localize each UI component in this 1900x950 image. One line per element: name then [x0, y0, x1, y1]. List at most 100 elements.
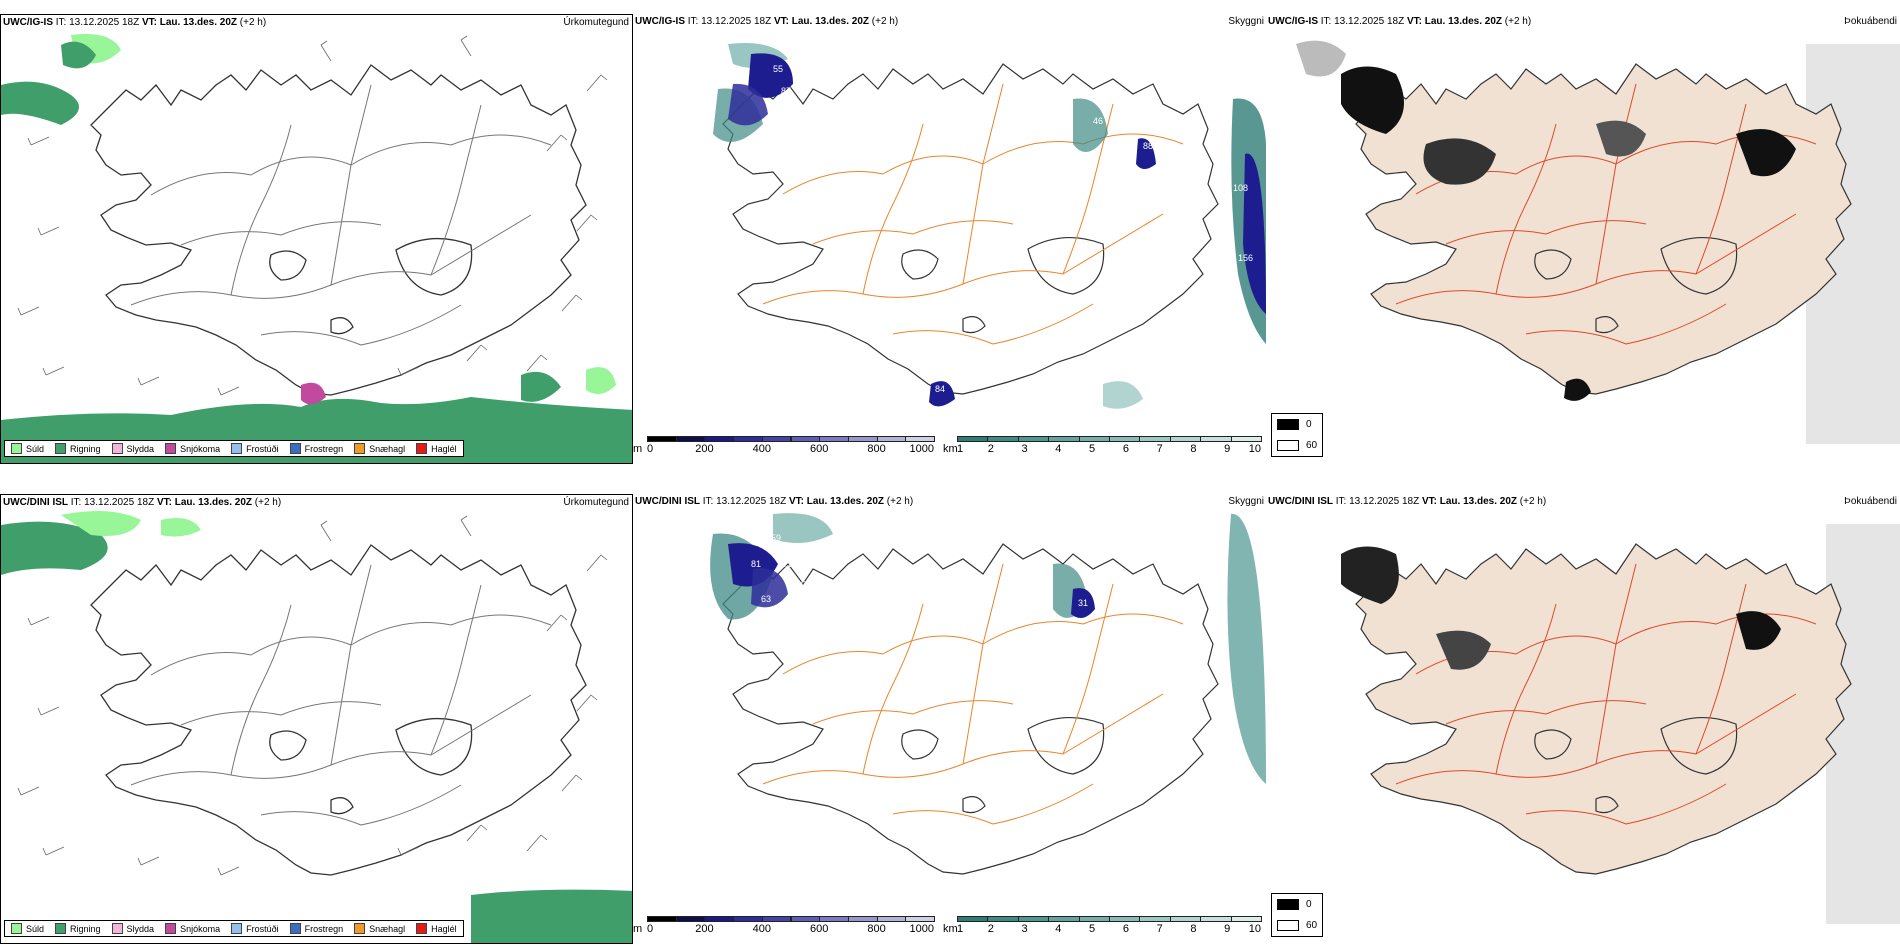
it-label: IT:: [70, 497, 82, 508]
fog-legend: 0 60: [1271, 413, 1323, 457]
model-name: UWC/IG-IS: [1268, 16, 1318, 27]
visibility-label: 87: [781, 86, 791, 96]
colorbar-segment: [790, 916, 821, 922]
colorbar-segment: [1230, 436, 1262, 442]
lead-time: (+2 h): [239, 17, 267, 28]
visibility-label: 108: [1233, 183, 1248, 193]
colorbar-segment: [647, 916, 677, 922]
colorbar-tick: 3: [1021, 923, 1028, 935]
colorbar-segment: [1169, 436, 1202, 442]
colorbar-tick: 10: [1248, 443, 1261, 455]
colorbar-tick: 6: [1122, 443, 1129, 455]
legend-item: Frostúði: [231, 443, 279, 454]
colorbar-segment: [987, 916, 1019, 922]
vt-label: VT:: [1421, 496, 1437, 507]
legend-swatch: [111, 923, 123, 934]
vt-label: VT:: [788, 496, 804, 507]
colorbar-segment: [761, 916, 792, 922]
visibility-label: 46: [1093, 116, 1103, 126]
colorbar-tick: 800: [867, 923, 886, 935]
visibility-label: 88: [1143, 141, 1153, 151]
colorbar-tick: 0: [647, 443, 654, 455]
colorbar-segment: [1078, 436, 1110, 442]
fog-label: 0: [1306, 419, 1312, 430]
it-label: IT:: [1335, 496, 1347, 507]
lead-time: (+2 h): [1504, 16, 1532, 27]
colorbar-segment: [847, 436, 878, 442]
colorbar-segment: [819, 436, 849, 442]
legend-label: Rigning: [70, 443, 101, 454]
lead-time: (+2 h): [871, 16, 899, 27]
colorbar-tick: 1000: [909, 443, 934, 455]
colorbar-segment: [957, 436, 989, 442]
model-name: UWC/DINI ISL: [3, 497, 68, 508]
legend-label: Súld: [26, 443, 45, 454]
model-name: UWC/IG-IS: [3, 17, 53, 28]
legend-item: Rigning: [55, 923, 101, 934]
precip-legend: Súld Rigning Slydda Snjókoma Frostúði Fr…: [4, 440, 464, 457]
legend-swatch: [354, 923, 366, 934]
legend-swatch: [354, 443, 366, 454]
panel-title: UWC/DINI ISL IT: 13.12.2025 18Z VT: Lau.…: [1268, 496, 1546, 507]
legend-swatch: [289, 443, 301, 454]
precip-map-top: [1, 34, 632, 463]
it-value: 13.12.2025 18Z: [69, 17, 140, 28]
fog-map-bottom: [1341, 524, 1900, 924]
lead-time: (+2 h): [1519, 496, 1547, 507]
panel-title: UWC/DINI ISL IT: 13.12.2025 18Z VT: Lau.…: [635, 496, 913, 507]
colorbar-tick: 6: [1122, 923, 1129, 935]
legend-item: Snæhagl: [354, 923, 405, 934]
panel-title: UWC/DINI ISL IT: 13.12.2025 18Z VT: Lau.…: [3, 497, 281, 508]
legend-swatch: [111, 443, 123, 454]
visibility-colorbar: km 1 2 3 4 5 6 7 8 9 10: [943, 916, 1265, 938]
legend-label: Frostúði: [246, 443, 279, 454]
product-type-label: Þokuábendi: [1844, 496, 1897, 507]
colorbar-segment: [761, 436, 792, 442]
legend-label: Haglél: [431, 443, 457, 454]
it-label: IT:: [1320, 16, 1332, 27]
colorbar-tick: 400: [752, 923, 771, 935]
colorbar-segment: [905, 916, 935, 922]
precip-type-panel-bottom: UWC/DINI ISL IT: 13.12.2025 18Z VT: Lau.…: [0, 494, 633, 944]
it-label: IT:: [687, 16, 699, 27]
legend-label: Slydda: [126, 923, 155, 934]
colorbar-tick: 600: [810, 443, 829, 455]
it-value: 13.12.2025 18Z: [1334, 16, 1405, 27]
model-name: UWC/IG-IS: [635, 16, 685, 27]
vt-value: Lau. 13.des. 20Z: [806, 496, 885, 507]
colorbar-unit: m: [633, 923, 643, 935]
colorbar-segment: [675, 916, 706, 922]
colorbar-unit: km: [943, 443, 958, 455]
legend-item: Snjókoma: [165, 443, 220, 454]
legend-label: Rigning: [70, 923, 101, 934]
fog-swatch: [1277, 920, 1299, 931]
precip-legend: Súld Rigning Slydda Snjókoma Frostúði Fr…: [4, 920, 464, 937]
legend-item: Frostúði: [231, 923, 279, 934]
colorbar-tick: 0: [647, 923, 654, 935]
colorbar-tick: 8: [1190, 923, 1197, 935]
legend-item: Súld: [11, 443, 44, 454]
legend-swatch: [11, 923, 22, 934]
legend-label: Frostúði: [246, 923, 279, 934]
fog-index-panel-bottom: UWC/DINI ISL IT: 13.12.2025 18Z VT: Lau.…: [1266, 494, 1900, 944]
visibility-panel-bottom: 59 81 72 340 63 55 31 UWC/DINI ISL IT: 1…: [633, 494, 1266, 944]
colorbar-tick: 9: [1224, 923, 1231, 935]
colorbar-segment: [987, 436, 1019, 442]
colorbar-unit: km: [943, 923, 958, 935]
visibility-label: 122: [783, 124, 798, 134]
model-name: UWC/DINI ISL: [1268, 496, 1333, 507]
fog-label: 60: [1306, 440, 1318, 451]
vt-value: Lau. 13.des. 20Z: [174, 497, 253, 508]
colorbar-segment: [733, 436, 763, 442]
legend-swatch: [165, 923, 177, 934]
colorbar-tick: 7: [1156, 443, 1163, 455]
visibility-colorbar: km 1 2 3 4 5 6 7 8 9 10: [943, 436, 1265, 458]
visibility-label: 31: [1078, 598, 1088, 608]
colorbar-tick: 10: [1248, 923, 1261, 935]
colorbar-segment: [1109, 436, 1141, 442]
legend-item: Snjókoma: [165, 923, 220, 934]
colorbar-tick: 1: [957, 443, 964, 455]
colorbar-segment: [1139, 436, 1171, 442]
fog-swatch: [1277, 899, 1299, 910]
legend-label: Slydda: [126, 443, 155, 454]
